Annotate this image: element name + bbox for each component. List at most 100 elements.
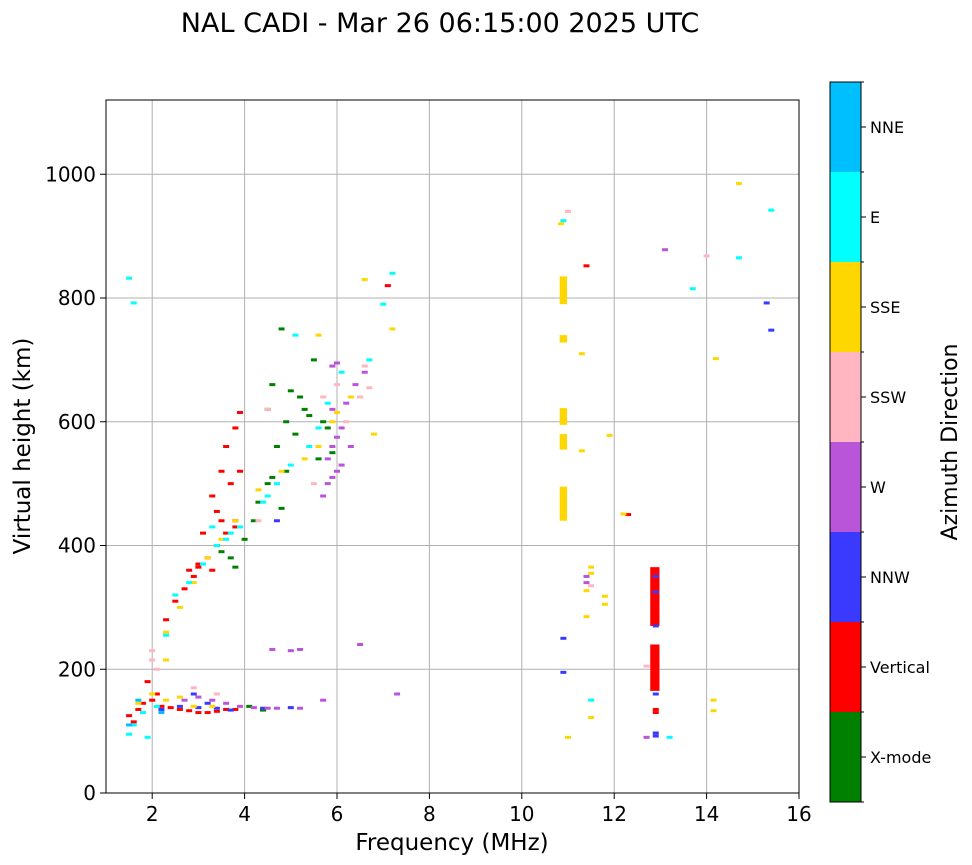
echo-block-sse (559, 434, 568, 450)
echo-point-x-mode (273, 445, 280, 448)
echo-point-w (357, 643, 364, 646)
echo-point-e (666, 735, 673, 739)
echo-point-sse (149, 692, 156, 696)
echo-point-sse (315, 333, 322, 337)
echo-point-vertical (181, 587, 188, 591)
echo-point-x-mode (297, 395, 304, 399)
echo-point-x-mode (260, 708, 267, 712)
echo-point-sse (315, 445, 322, 448)
echo-block-sse (559, 408, 568, 425)
echo-point-vertical (176, 707, 183, 711)
echo-point-w (269, 647, 276, 651)
echo-point-ssw (565, 209, 571, 213)
echo-point-x-mode (287, 389, 294, 393)
echo-point-sse (255, 488, 262, 492)
echo-point-w (338, 463, 345, 467)
echo-point-x-mode (283, 420, 290, 424)
echo-point-sse (163, 658, 170, 662)
echo-point-nnw (768, 328, 775, 332)
echo-block-sse (559, 335, 568, 343)
echo-point-nnw (287, 706, 294, 710)
colorbar-tick-label: W (870, 478, 886, 497)
echo-point-nnw (260, 706, 267, 710)
echo-point-x-mode (227, 556, 234, 560)
x-tick-label: 6 (331, 802, 344, 826)
echo-point-sse (329, 420, 336, 424)
echo-point-x-mode (269, 383, 276, 387)
echo-point-sse (190, 581, 197, 585)
echo-point-vertical (232, 707, 239, 711)
echo-point-w (329, 407, 336, 411)
echo-point-ssw (264, 407, 271, 411)
echo-point-vertical (167, 706, 174, 710)
echo-point-sse (361, 277, 368, 281)
echo-point-vertical (218, 519, 225, 523)
echo-point-vertical (227, 482, 234, 486)
echo-point-nnw (195, 706, 202, 710)
echo-point-vertical (149, 698, 156, 702)
echo-point-vertical (172, 599, 179, 603)
echo-point-sse (190, 704, 197, 708)
echo-point-sse (735, 182, 742, 186)
colorbar-label: Azimuth Direction (938, 343, 963, 540)
echo-point-sse (176, 605, 183, 609)
echo-point-e (389, 271, 396, 275)
echo-point-sse (601, 594, 608, 598)
echo-point-e (324, 401, 331, 405)
echo-point-x-mode (301, 407, 308, 411)
echo-point-e (260, 500, 267, 504)
colorbar-swatch (830, 622, 861, 712)
echo-point-vertical (126, 714, 133, 718)
echo-point-e (186, 581, 193, 585)
x-axis-label: Frequency (MHz) (355, 830, 548, 856)
echo-point-sse (232, 519, 239, 523)
echo-point-vertical (209, 494, 216, 498)
echo-point-w (361, 370, 368, 374)
y-axis-label: Virtual height (km) (10, 338, 36, 555)
echo-point-w (394, 692, 401, 696)
echo-point-vertical (232, 525, 239, 529)
echo-point-e (366, 358, 373, 362)
echo-point-e (735, 256, 742, 260)
echo-point-e (209, 525, 216, 529)
echo-point-e (306, 445, 313, 448)
colorbar-swatch (830, 712, 861, 802)
echo-point-e (287, 463, 294, 467)
echo-point-w (329, 445, 336, 448)
y-tick-label: 200 (58, 657, 96, 681)
echo-block-vertical (650, 567, 660, 626)
x-tick-label: 12 (601, 802, 626, 826)
echo-point-nnw (652, 734, 659, 738)
echo-point-vertical (223, 531, 230, 535)
echo-point-vertical (223, 445, 230, 448)
echo-point-sse (204, 556, 211, 560)
echo-point-e (130, 723, 137, 727)
x-tick-label: 4 (238, 802, 251, 826)
y-axis: 0 200 400 600 800 1000 (45, 162, 106, 805)
echo-point-sse (583, 589, 590, 593)
echo-point-vertical (213, 509, 220, 513)
echo-point-sse (347, 395, 354, 399)
echo-point-w (324, 457, 331, 461)
echo-point-nnw (227, 708, 234, 712)
echo-block-vertical (650, 644, 660, 691)
echo-point-vertical (163, 618, 170, 622)
colorbar-tick-label: SSE (870, 298, 900, 317)
echo-point-e (380, 302, 387, 306)
x-tick-label: 2 (146, 802, 159, 826)
echo-point-nnw (158, 707, 165, 711)
echo-point-e (292, 333, 299, 337)
y-tick-label: 600 (58, 410, 96, 434)
echo-point-x-mode (218, 550, 225, 554)
grid-lines (106, 100, 800, 794)
echo-point-sse (601, 602, 608, 606)
echo-point-vertical (223, 707, 230, 711)
echo-point-nnw (652, 692, 659, 696)
echo-point-e (213, 544, 220, 547)
y-tick-label: 1000 (45, 162, 96, 186)
echo-point-sse (578, 352, 585, 356)
x-tick-label: 10 (509, 802, 534, 826)
echo-point-vertical (186, 568, 193, 572)
echo-point-x-mode (255, 500, 262, 504)
echo-point-nnw (273, 519, 280, 523)
